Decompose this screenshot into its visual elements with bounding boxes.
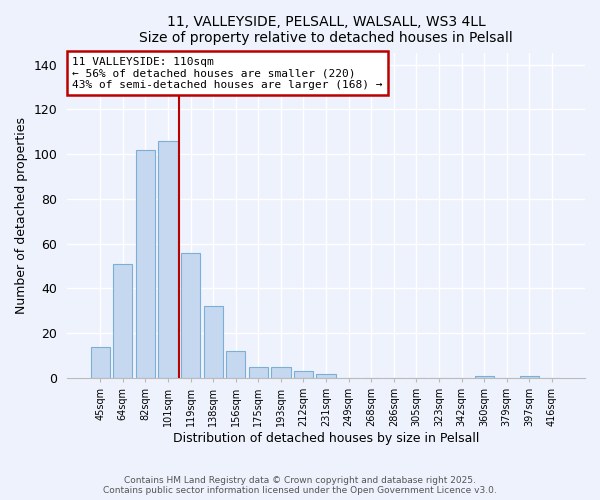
Bar (316, 374, 335, 378)
Y-axis label: Number of detached properties: Number of detached properties (15, 117, 28, 314)
Bar (249, 367, 268, 378)
Bar (226, 351, 245, 378)
Text: 11 VALLEYSIDE: 110sqm
← 56% of detached houses are smaller (220)
43% of semi-det: 11 VALLEYSIDE: 110sqm ← 56% of detached … (73, 56, 383, 90)
Bar (158, 140, 178, 378)
Bar (475, 376, 494, 378)
Bar (136, 150, 155, 378)
Bar (271, 367, 290, 378)
Bar (91, 346, 110, 378)
Title: 11, VALLEYSIDE, PELSALL, WALSALL, WS3 4LL
Size of property relative to detached : 11, VALLEYSIDE, PELSALL, WALSALL, WS3 4L… (139, 15, 513, 45)
Bar (520, 376, 539, 378)
Bar (203, 306, 223, 378)
Bar (294, 372, 313, 378)
X-axis label: Distribution of detached houses by size in Pelsall: Distribution of detached houses by size … (173, 432, 479, 445)
Bar (113, 264, 133, 378)
Bar (181, 252, 200, 378)
Text: Contains HM Land Registry data © Crown copyright and database right 2025.
Contai: Contains HM Land Registry data © Crown c… (103, 476, 497, 495)
